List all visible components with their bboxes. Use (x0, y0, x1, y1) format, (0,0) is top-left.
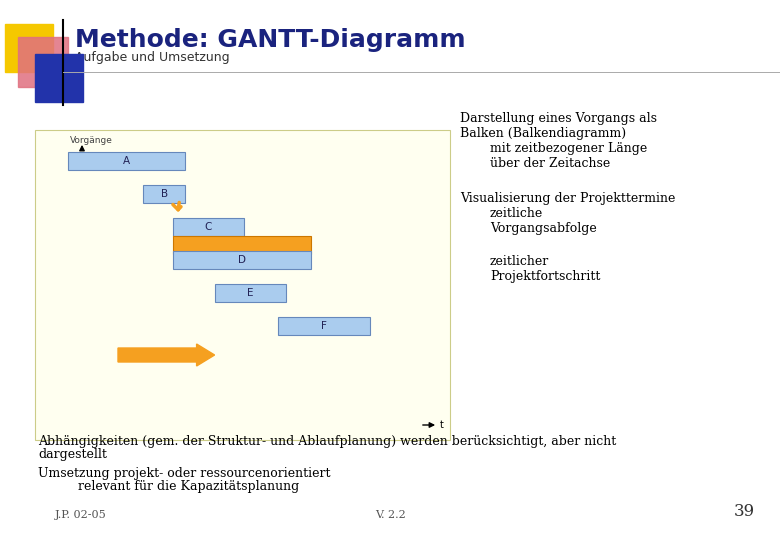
Bar (172, 236, 311, 254)
Text: Vorgangsabfolge: Vorgangsabfolge (490, 222, 597, 235)
Text: Vorgänge: Vorgänge (70, 136, 113, 145)
Bar (35, 130, 450, 440)
Text: mit zeitbezogener Länge: mit zeitbezogener Länge (490, 142, 647, 155)
Bar (18, 37, 68, 87)
Text: F: F (321, 321, 327, 331)
Text: C: C (204, 222, 212, 232)
Text: Visualisierung der Projekttermine: Visualisierung der Projekttermine (460, 192, 675, 205)
Text: Umsetzung projekt- oder ressourcenorientiert: Umsetzung projekt- oder ressourcenorient… (38, 467, 331, 480)
Text: B: B (161, 189, 168, 199)
Text: Aufgabe und Umsetzung: Aufgabe und Umsetzung (75, 51, 229, 64)
Text: D: D (238, 255, 246, 265)
Bar (68, 152, 185, 170)
Bar (144, 185, 185, 203)
Text: Projektfortschritt: Projektfortschritt (490, 270, 601, 283)
Bar (172, 218, 244, 236)
FancyArrow shape (118, 344, 215, 366)
Bar (35, 54, 83, 102)
Text: Balken (Balkendiagramm): Balken (Balkendiagramm) (460, 127, 626, 140)
Text: Abhängigkeiten (gem. der Struktur- und Ablaufplanung) werden berücksichtigt, abe: Abhängigkeiten (gem. der Struktur- und A… (38, 435, 616, 448)
Text: relevant für die Kapazitätsplanung: relevant für die Kapazitätsplanung (38, 480, 300, 493)
Text: zeitliche: zeitliche (490, 207, 543, 220)
Text: 39: 39 (734, 503, 755, 520)
Bar (172, 251, 311, 269)
Bar (5, 24, 53, 72)
Text: zeitlicher: zeitlicher (490, 255, 549, 268)
Text: V. 2.2: V. 2.2 (374, 510, 406, 520)
Bar (215, 284, 286, 302)
Text: J.P. 02-05: J.P. 02-05 (55, 510, 107, 520)
Text: über der Zeitachse: über der Zeitachse (490, 157, 610, 170)
Text: t: t (440, 420, 444, 430)
Text: E: E (247, 288, 254, 298)
Text: dargestellt: dargestellt (38, 448, 107, 461)
Text: Darstellung eines Vorgangs als: Darstellung eines Vorgangs als (460, 112, 657, 125)
Bar (278, 317, 370, 335)
Text: A: A (122, 156, 130, 166)
Text: Methode: GANTT-Diagramm: Methode: GANTT-Diagramm (75, 28, 466, 52)
